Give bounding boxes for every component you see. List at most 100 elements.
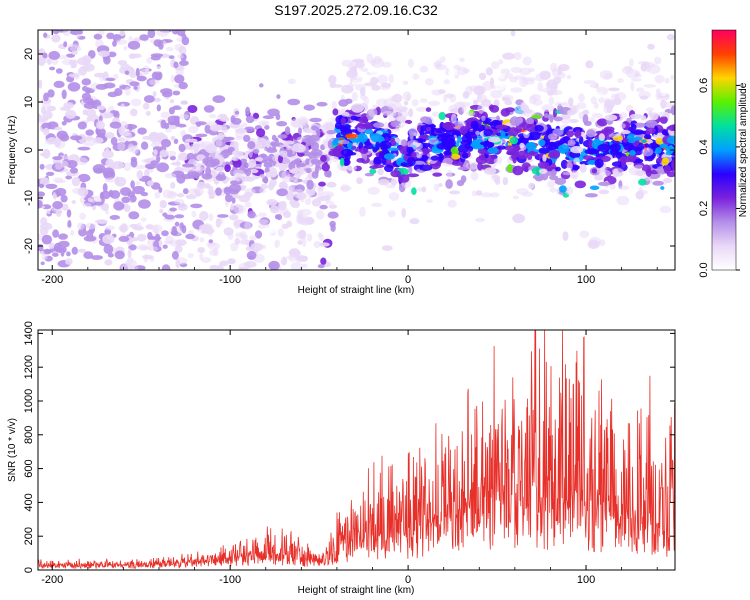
spectrogram-cell [594,158,604,168]
spectrogram-cell [403,101,409,106]
spectrogram-cell [376,74,388,84]
spectrogram-cell [426,199,433,204]
spectrogram-cell [351,91,358,102]
spectrogram-cell [366,90,376,97]
spectrogram-cell [638,178,647,186]
spectrogram-cell [124,86,131,96]
spectrogram-cell [384,164,394,173]
spectrogram-cell [82,109,88,116]
snr-y-tick-label: 1000 [23,389,35,413]
spectrogram-cell [635,170,646,177]
spectrogram-cell [368,107,378,118]
spectrogram-cell [568,97,574,107]
spectrogram-cell [148,246,159,252]
spectrogram-cell [55,68,63,74]
spectrogram-cell [359,206,366,217]
spectrogram-cell [230,242,239,252]
colorbar-tick-label: 0.6 [698,78,710,93]
spectrogram-cell [510,87,523,93]
spectrogram-cell [38,117,48,123]
spectrogram-cell [274,214,280,220]
spectrogram-cell [387,210,396,218]
spectrogram-cell [556,72,566,79]
spectrogram-cell [104,177,118,183]
spectrogram-cell [128,53,136,60]
spectrogram-cell [69,45,82,52]
spectrogram-cell [314,164,320,175]
spectrogram-cell [655,90,662,101]
spectrogram-cell [346,69,358,79]
spectrogram-cell [42,52,48,59]
spectrogram-cell [666,33,675,41]
spectrogram-cell [92,137,104,144]
colorbar-ticks: 0.0 0.2 0.4 0.6 [698,78,740,278]
spectrogram-cell [663,177,673,184]
spectrogram-cell [260,183,269,190]
spectrogram-cell [154,191,161,199]
spectrogram-cell [205,121,218,126]
spectrogram-cell [169,99,175,104]
spectrogram-cell [114,250,125,260]
spectrogram-cell [504,73,514,79]
spectrogram-cell [77,146,91,151]
spectrogram-cell [55,207,62,218]
spectrogram-cell [512,165,524,176]
spectrogram-cell [175,259,181,269]
spectrogram-cell [168,55,175,60]
spectrogram-cell [80,65,91,70]
spectrogram-cell [142,254,154,260]
spectrogram-cell [630,81,635,92]
spectrogram-cell [398,174,410,183]
spectrogram-cell [290,160,301,165]
spectrogram-cell [346,151,357,156]
spectrogram-cell [70,30,83,36]
spectrogram-cell [612,168,619,178]
spectrogram-cell [205,166,212,177]
spectrogram-cell [621,158,627,168]
spectrogram-cell [77,121,87,130]
spectrogram-cell [147,231,153,240]
spectrogram-cell [364,129,374,135]
spectrogram-cell [538,139,546,147]
spectrogram-cell [284,126,291,136]
spectrogram-cell [277,134,288,139]
spectrogram-cell [229,214,239,221]
spectrogram-cell [466,111,476,117]
spectrogram-cell [301,263,308,268]
spectrogram-cell [259,187,266,194]
spectrogram-cell [258,212,267,217]
spectrogram-cell [174,214,185,219]
spectrogram-cell [243,176,255,182]
spectrogram-cell [387,147,400,151]
spectrogram-cell [509,76,518,83]
spectrogram-cell [53,177,64,183]
spectrogram-cell [310,158,321,165]
spectrogram-cell [142,136,152,140]
spectrogram-cell [352,58,365,64]
spectrogram-cell [174,221,180,227]
spectrogram-cell [371,84,381,91]
spectrogram-cell [306,179,314,190]
spectrogram-cell [622,137,629,143]
spectrogram-cell [132,225,140,231]
spectrogram-cell [566,130,574,138]
spectrogram-cell [252,112,260,119]
spectrogram-cell [630,123,637,131]
spectrogram-cell [120,103,125,112]
spectrogram-cell [276,188,288,197]
spectrogram-cell [579,230,590,238]
spectrogram-cell [119,223,128,233]
spectrogram-cell [574,180,586,189]
spectrogram-cell [595,130,608,135]
spectrogram-cell [332,108,339,116]
spectrogram-cell [316,101,328,107]
spectrogram-cell [593,102,599,109]
spectrogram-cell [136,233,147,242]
spectrogram-cell [326,181,337,188]
spectrogram-y-tick-label: -10 [23,190,35,206]
spectrogram-cell [425,107,432,112]
spectrogram-y-tick-label: -20 [23,238,35,254]
spectrogram-cell [527,169,532,177]
spectrogram-cell [185,233,196,240]
